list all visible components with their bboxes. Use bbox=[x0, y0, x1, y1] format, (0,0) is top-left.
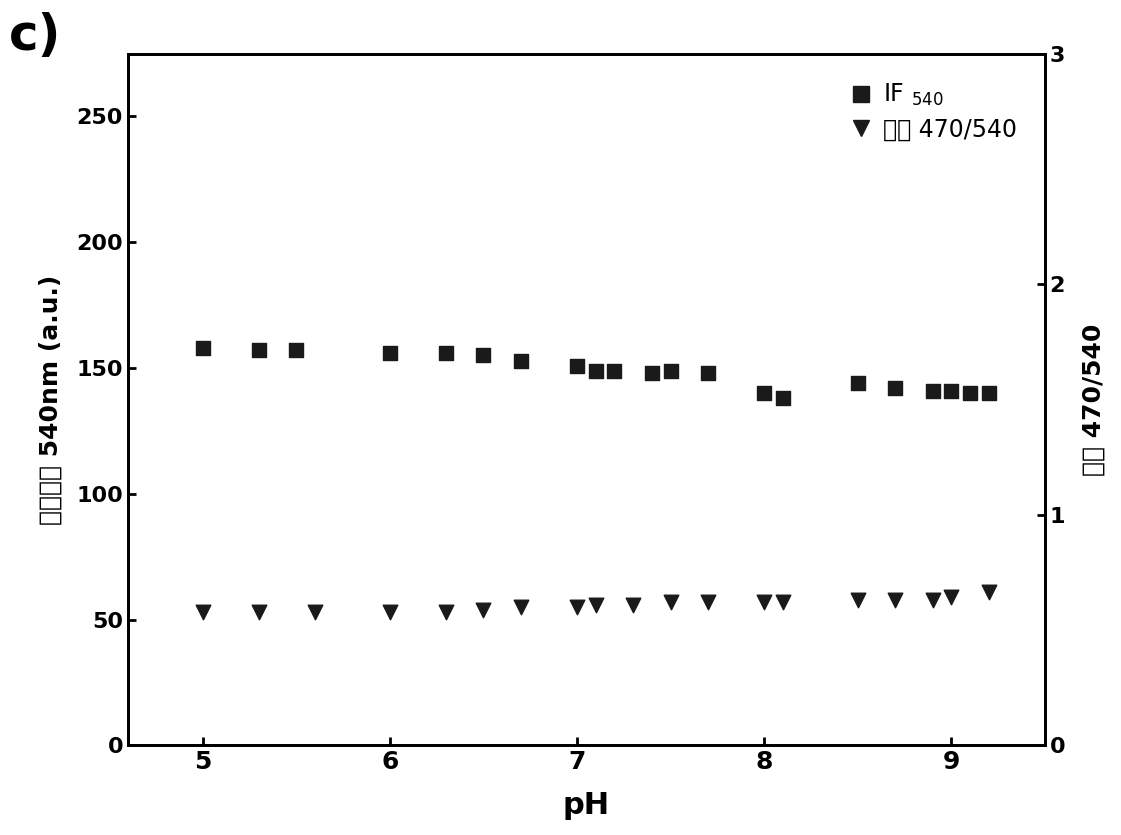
Point bbox=[887, 382, 905, 395]
Point bbox=[381, 347, 399, 360]
Point bbox=[980, 585, 998, 599]
Point bbox=[924, 593, 942, 606]
Point bbox=[306, 605, 324, 619]
Point bbox=[756, 595, 773, 609]
Point bbox=[700, 367, 717, 380]
Text: c): c) bbox=[9, 12, 62, 60]
Point bbox=[512, 354, 530, 367]
Point bbox=[437, 605, 455, 619]
Point bbox=[250, 344, 268, 357]
Point bbox=[643, 367, 661, 380]
Point bbox=[474, 603, 492, 616]
Point bbox=[194, 605, 212, 619]
Point bbox=[887, 593, 905, 606]
Point bbox=[194, 342, 212, 355]
Point bbox=[512, 600, 530, 614]
Point bbox=[961, 387, 979, 400]
Point bbox=[661, 595, 679, 609]
Point bbox=[381, 605, 399, 619]
X-axis label: pH: pH bbox=[563, 791, 610, 820]
Y-axis label: 比値 470/540: 比値 470/540 bbox=[1082, 323, 1106, 476]
Point bbox=[474, 349, 492, 362]
Point bbox=[437, 347, 455, 360]
Point bbox=[980, 387, 998, 400]
Point bbox=[756, 387, 773, 400]
Point bbox=[773, 392, 791, 405]
Point bbox=[849, 377, 867, 390]
Point bbox=[924, 384, 942, 397]
Legend: IF $_{540}$, 比値 470/540: IF $_{540}$, 比値 470/540 bbox=[842, 73, 1026, 151]
Point bbox=[568, 359, 586, 372]
Point bbox=[605, 364, 623, 377]
Point bbox=[287, 344, 305, 357]
Point bbox=[943, 590, 961, 604]
Point bbox=[624, 598, 642, 611]
Point bbox=[773, 595, 791, 609]
Y-axis label: 荧光强度 540nm (a.u.): 荧光强度 540nm (a.u.) bbox=[38, 275, 63, 524]
Point bbox=[568, 600, 586, 614]
Point bbox=[943, 384, 961, 397]
Point bbox=[586, 364, 604, 377]
Point bbox=[586, 598, 604, 611]
Point bbox=[700, 595, 717, 609]
Point bbox=[250, 605, 268, 619]
Point bbox=[849, 593, 867, 606]
Point bbox=[661, 364, 679, 377]
